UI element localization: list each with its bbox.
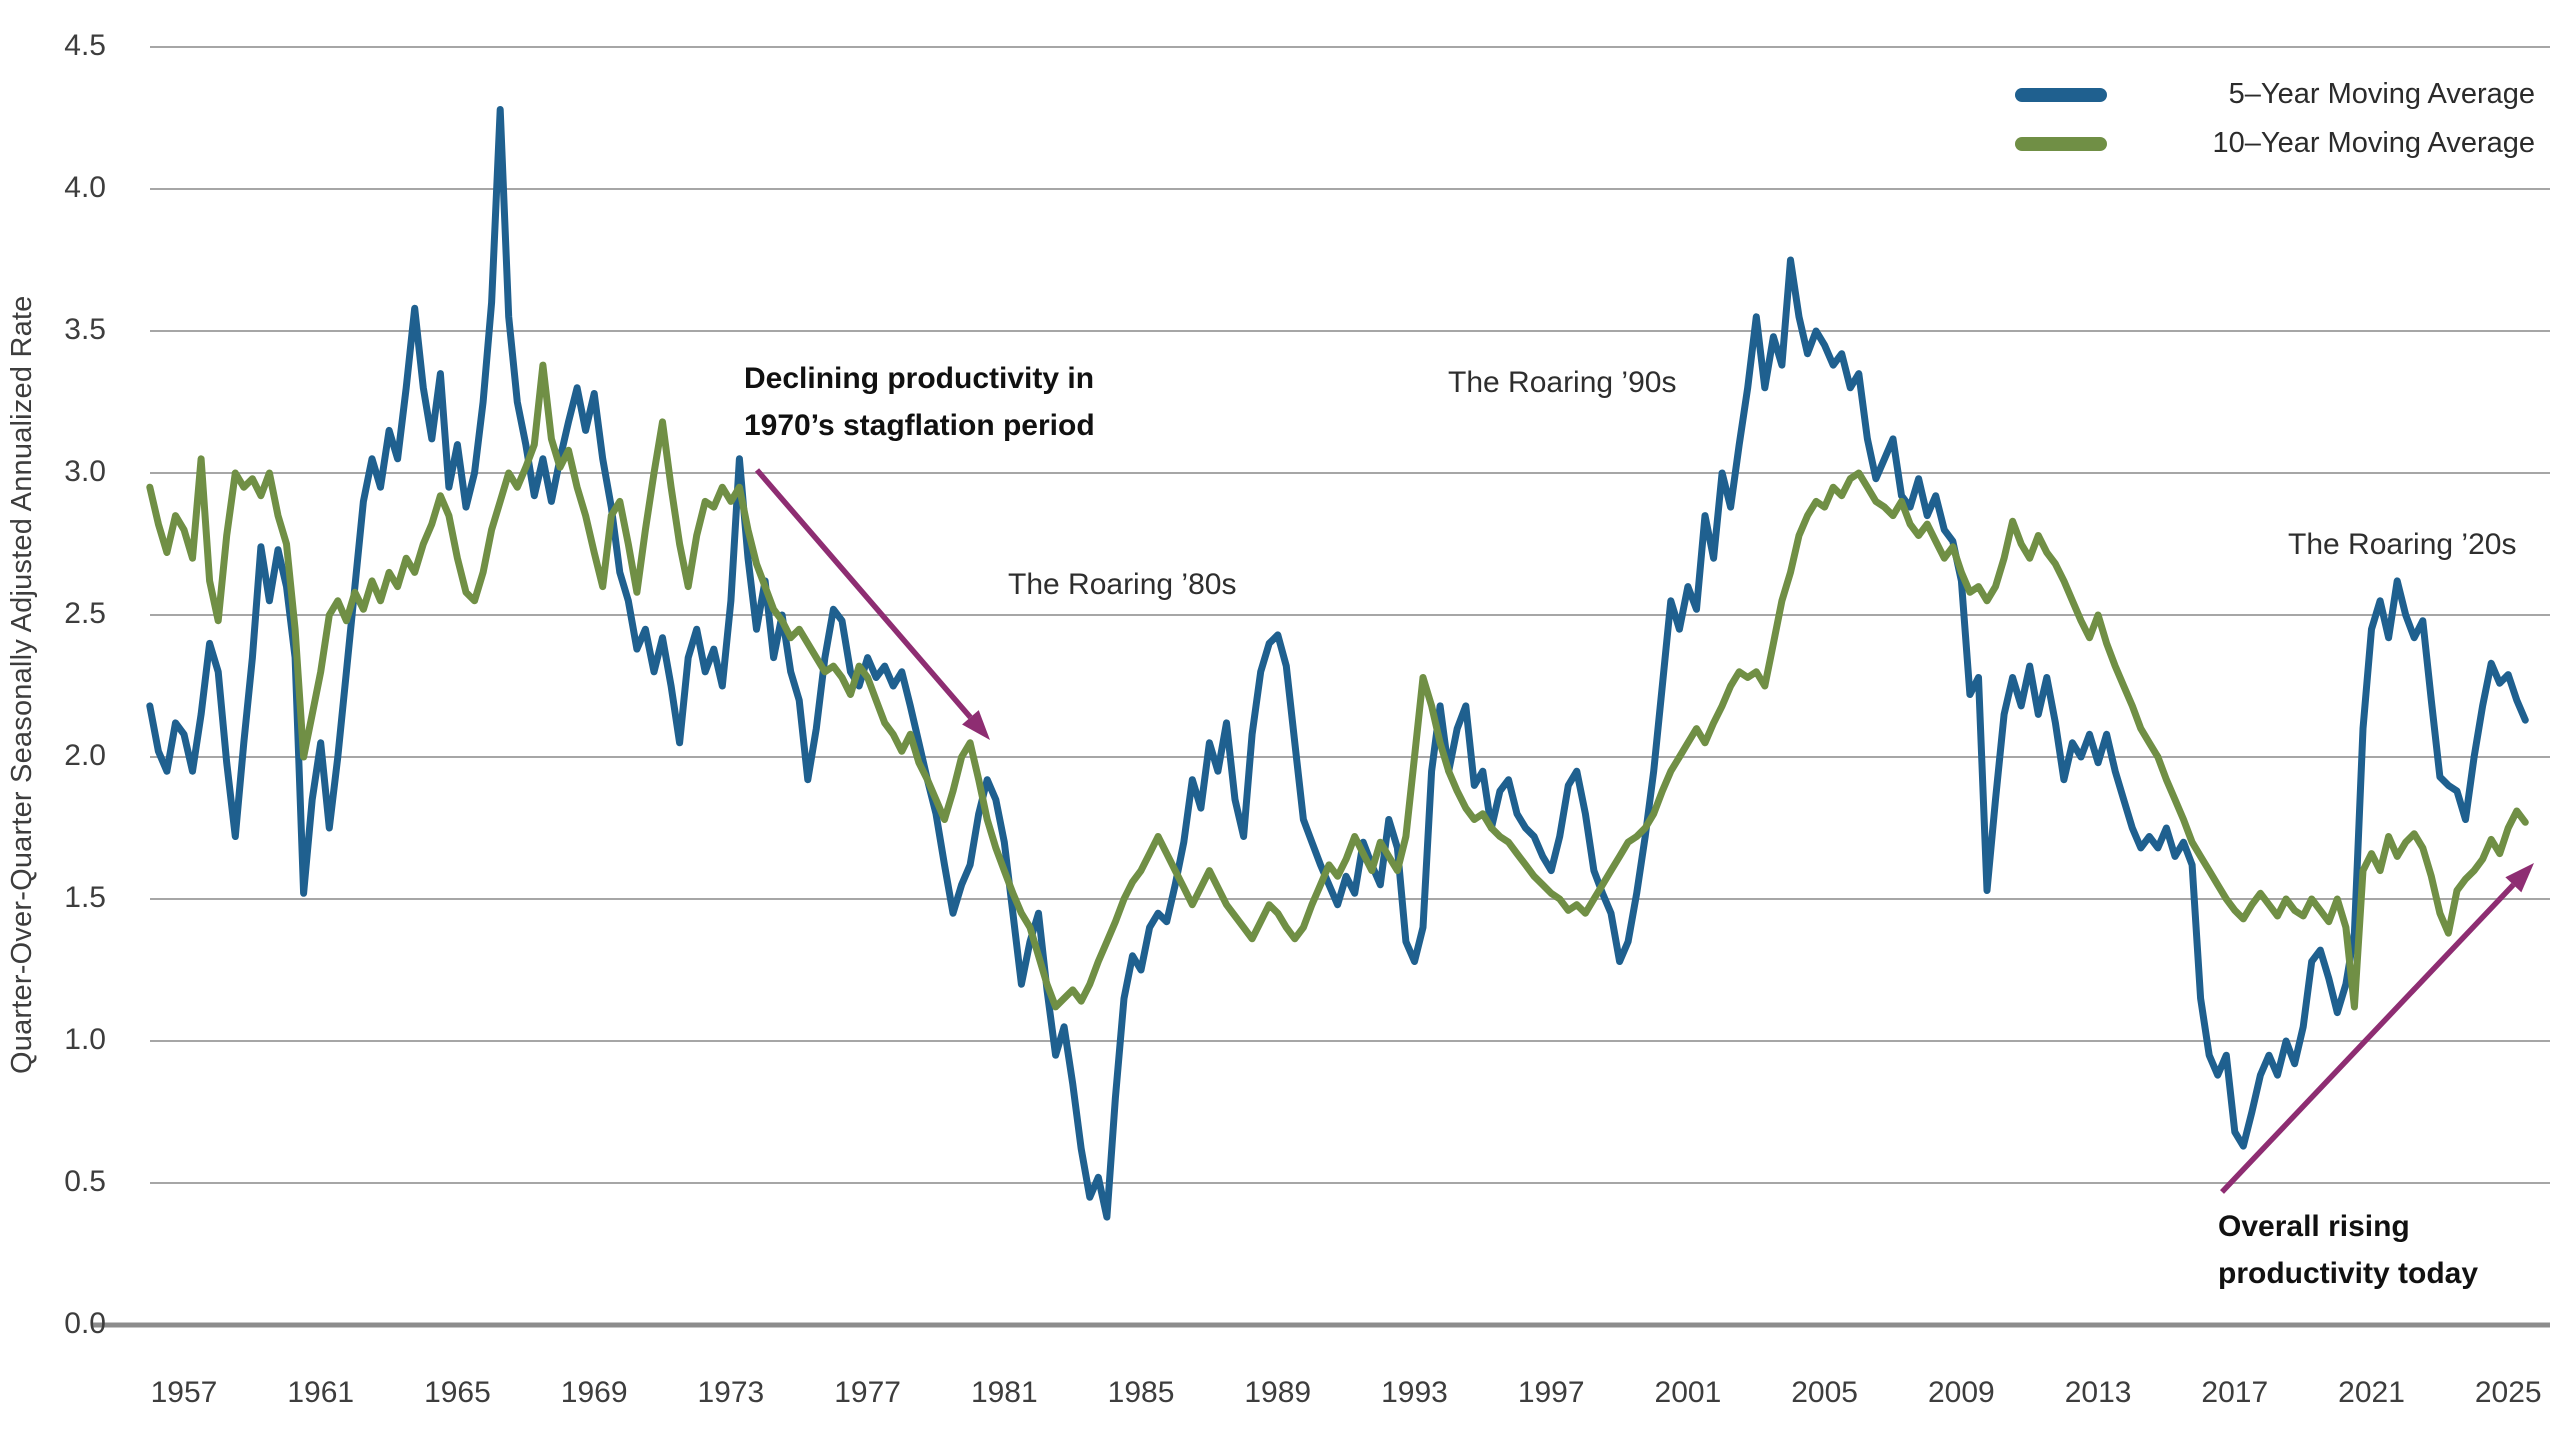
y-tick-label: 0.0 — [64, 1307, 106, 1340]
legend-label: 5–Year Moving Average — [2228, 78, 2535, 110]
x-tick-label: 1989 — [1244, 1376, 1312, 1409]
annotation-stagflation: Declining productivity in 1970’s stagfla… — [744, 362, 1095, 442]
legend-item-10-year: 10–Year Moving Average — [2015, 127, 2535, 160]
series-line-10-year — [146, 361, 2529, 1011]
x-tick-label: 1957 — [150, 1376, 218, 1409]
x-tick-label: 1969 — [560, 1376, 628, 1409]
x-tick-label: 1997 — [1517, 1376, 1585, 1409]
y-axis-title: Quarter-Over-Quarter Seasonally Adjusted… — [6, 295, 38, 1075]
annotation-roaring-20s: The Roaring ’20s — [2288, 528, 2517, 561]
x-tick-label: 2025 — [2474, 1376, 2542, 1409]
x-tick-label: 1965 — [424, 1376, 491, 1409]
chart-legend: 5–Year Moving Average 10–Year Moving Ave… — [2015, 78, 2535, 160]
y-tick-label: 4.0 — [64, 171, 106, 204]
y-tick-label: 3.5 — [64, 313, 106, 346]
x-tick-label: 1981 — [970, 1376, 1038, 1409]
annotation-roaring-80s: The Roaring ’80s — [1008, 568, 1237, 601]
y-tick-label: 4.5 — [64, 29, 106, 62]
annotation-arrow — [2220, 882, 2516, 1194]
x-tick-label: 1985 — [1107, 1376, 1175, 1409]
arrowhead-icon — [962, 710, 990, 740]
5-year-line-swatch-icon — [2015, 87, 2107, 102]
x-tick-label: 1977 — [834, 1376, 901, 1409]
x-tick-label: 1993 — [1381, 1376, 1448, 1409]
legend-item-5-year: 5–Year Moving Average — [2015, 78, 2535, 111]
y-tick-label: 1.0 — [64, 1023, 106, 1056]
x-tick-label: 2017 — [2201, 1376, 2269, 1409]
x-tick-label: 2009 — [1927, 1376, 1995, 1409]
y-tick-label: 2.0 — [64, 739, 106, 772]
y-tick-label: 0.5 — [64, 1165, 106, 1198]
x-tick-label: 1961 — [287, 1376, 355, 1409]
annotation-arrow — [754, 468, 973, 720]
x-tick-label: 1973 — [697, 1376, 765, 1409]
y-tick-label: 3.0 — [64, 455, 106, 488]
x-tick-label: 2001 — [1654, 1376, 1722, 1409]
x-tick-label: 2013 — [2064, 1376, 2132, 1409]
y-tick-label: 1.5 — [64, 881, 106, 914]
series-line-5-year — [146, 106, 2529, 1221]
arrowhead-icon — [2505, 863, 2534, 893]
y-tick-label: 2.5 — [64, 597, 106, 630]
10-year-line-swatch-icon — [2015, 136, 2107, 151]
x-tick-label: 2021 — [2338, 1376, 2405, 1409]
x-tick-label: 2005 — [1791, 1376, 1858, 1409]
legend-label: 10–Year Moving Average — [2212, 127, 2535, 159]
annotation-roaring-90s: The Roaring ’90s — [1448, 366, 1677, 399]
annotation-rising-today: Overall rising productivity today — [2218, 1210, 2479, 1290]
